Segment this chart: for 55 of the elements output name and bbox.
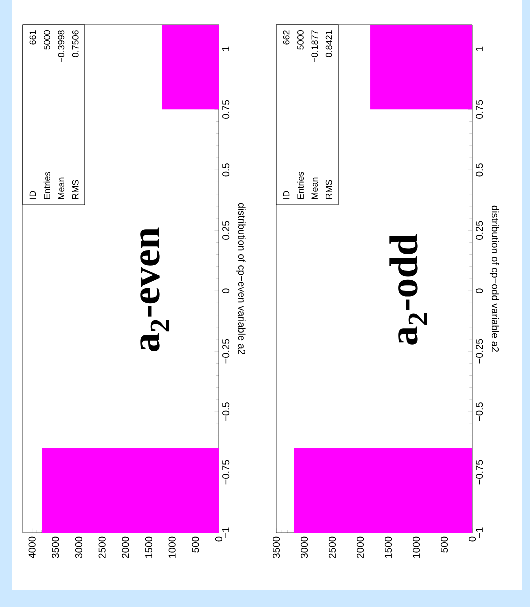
y-tick-label: −0.25: [222, 339, 230, 364]
y-axis-title: distribution of cp−odd variable a2: [490, 206, 500, 352]
annotation: 662: [283, 30, 290, 45]
annotation: 0.8421: [326, 30, 332, 58]
x-tick-label: 500: [440, 536, 448, 553]
y-tick-label: 0.5: [222, 164, 230, 177]
x-tick-label: 1000: [168, 536, 176, 558]
annotation: Entries: [297, 172, 304, 200]
y-tick-label: 0.25: [222, 221, 230, 240]
annotation: RMS: [326, 180, 332, 200]
annotation: 5000: [298, 30, 304, 50]
annotation: Mean: [58, 178, 65, 200]
y-tick-label: −1: [222, 528, 230, 538]
y-tick-label: −0.75: [222, 460, 230, 485]
x-tick-label: 0: [468, 536, 476, 542]
y-tick-label: 0: [222, 288, 230, 294]
y-tick-label: −0.5: [222, 402, 230, 422]
y-tick-label: 0.75: [222, 100, 230, 119]
x-tick-label: 1500: [145, 536, 153, 558]
annotation: −0.1877: [312, 30, 318, 63]
chart-title: a$_{2}$-odd: [390, 234, 428, 345]
y-tick-label: −1: [476, 528, 483, 538]
annotation: 661: [30, 30, 36, 45]
x-tick-label: 2500: [328, 536, 336, 558]
y-axis-title: distribution of cp−even variable a2: [236, 203, 246, 354]
y-tick-label: 0.25: [476, 221, 484, 240]
x-tick-label: 2000: [356, 536, 364, 558]
chart-title: a$_{2}$-even: [140, 228, 170, 352]
annotation: Entries: [44, 172, 51, 200]
x-tick-label: 3000: [300, 536, 308, 558]
annotation: ID: [30, 191, 36, 199]
y-tick-label: 0: [476, 288, 484, 294]
x-tick-label: 1000: [412, 536, 420, 558]
x-tick-label: 0: [215, 536, 223, 542]
x-tick-label: 2500: [98, 536, 106, 558]
y-tick-label: 0.75: [476, 100, 484, 119]
annotation: Mean: [312, 178, 318, 200]
x-tick-label: 3500: [52, 536, 60, 558]
y-tick-label: −0.5: [476, 402, 484, 422]
annotation: 5000: [44, 30, 50, 50]
annotation: −0.3998: [58, 30, 65, 63]
y-tick-label: −0.75: [476, 460, 484, 485]
y-tick-label: 0.5: [476, 164, 484, 177]
x-tick-label: 500: [192, 536, 200, 553]
annotation: 0.7506: [72, 30, 79, 58]
y-tick-label: 1: [222, 46, 230, 52]
x-tick-label: 2000: [122, 536, 130, 558]
x-tick-label: 3000: [75, 536, 83, 558]
annotation: ID: [283, 191, 290, 199]
x-tick-label: 4000: [28, 536, 36, 559]
annotation: RMS: [72, 180, 79, 200]
y-tick-label: 1: [476, 46, 483, 52]
x-tick-label: 3500: [272, 536, 280, 558]
x-tick-label: 1500: [384, 536, 392, 558]
y-tick-label: −0.25: [476, 339, 484, 364]
